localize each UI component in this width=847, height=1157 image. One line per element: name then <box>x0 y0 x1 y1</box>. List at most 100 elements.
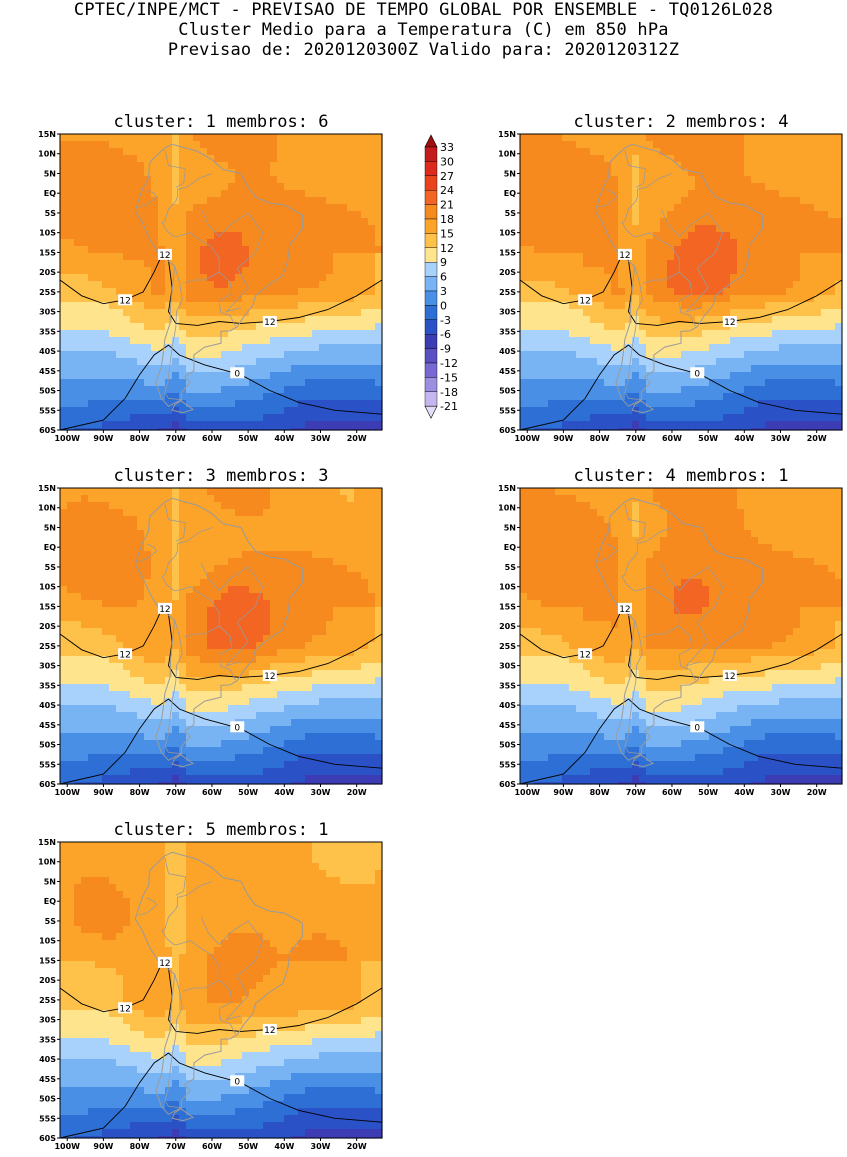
lat-label: 5S <box>505 563 517 572</box>
lat-label: 60S <box>39 1134 56 1143</box>
lat-label: 20S <box>499 622 516 631</box>
contour-label: 12 <box>619 605 630 615</box>
header-dates: Previsao de: 2020120300Z Valido para: 20… <box>167 40 680 60</box>
country-border <box>200 208 264 313</box>
lat-label: 10S <box>39 937 56 946</box>
country-border <box>624 503 646 542</box>
colorbar-label: 30 <box>440 155 454 168</box>
temperature-map: 12 12 12 0 15N 10N 5N EQ 5S 10S 15S 20S 25S 30S 35S 40S… <box>38 484 383 796</box>
lat-label: 15S <box>39 956 56 965</box>
country-border <box>200 562 264 667</box>
contour-label: 12 <box>119 650 130 660</box>
contour-label-bg <box>118 648 133 660</box>
temperature-map: 12 12 12 0 15N 10N 5N EQ 5S 10S 15S 20S 25S 30S 35S 40S… <box>498 484 843 796</box>
lon-label: 60W <box>662 434 682 442</box>
colorbar-swatch <box>424 348 438 364</box>
country-border <box>680 666 696 681</box>
figure-header: CPTEC/INPE/MCT - PREVISAO DE TEMPO GLOBA… <box>0 0 847 60</box>
contour-label: 12 <box>619 251 630 261</box>
country-border <box>175 527 213 556</box>
tierra-del-fuego-coastline <box>631 754 655 768</box>
contour-label: 12 <box>579 650 590 660</box>
lat-label: 50S <box>499 741 516 750</box>
country-border <box>164 149 186 188</box>
lat-label: 40S <box>39 701 56 710</box>
panel-title: cluster: 5 membros: 1 <box>113 820 329 840</box>
lat-label: 55S <box>39 1114 56 1123</box>
country-border <box>177 232 220 284</box>
lon-label: 90W <box>93 1142 113 1150</box>
country-border <box>161 200 178 237</box>
colorbar-swatch <box>424 233 438 249</box>
lon-label: 40W <box>734 434 754 442</box>
lon-label: 70W <box>166 1142 186 1150</box>
contour-label-bg <box>118 294 133 306</box>
lat-label: 30S <box>499 662 516 671</box>
lat-label: 10N <box>38 150 56 159</box>
country-border <box>175 881 213 910</box>
lon-label: 100W <box>514 788 540 796</box>
contour-label-bg <box>262 315 277 327</box>
lon-label: 70W <box>166 434 186 442</box>
lat-label: 25S <box>499 642 516 651</box>
lon-label: 80W <box>590 434 610 442</box>
lat-label: 15S <box>39 602 56 611</box>
lat-label: 20S <box>39 268 56 277</box>
contour-0 <box>59 344 383 431</box>
contour-label-bg <box>157 602 172 614</box>
lat-label: 10S <box>499 229 516 238</box>
header-subtitle: Cluster Medio para a Temperatura (C) em … <box>178 20 669 40</box>
country-border <box>624 149 646 188</box>
lat-label: 60S <box>39 780 56 789</box>
lat-label: 20S <box>39 622 56 631</box>
lat-label: 5S <box>505 209 517 218</box>
lat-label: EQ <box>44 543 56 552</box>
lat-label: 15N <box>38 838 56 847</box>
lon-label: 80W <box>130 1142 150 1150</box>
lon-label: 60W <box>202 434 222 442</box>
lat-label: 35S <box>39 327 56 336</box>
country-border <box>175 173 213 202</box>
lat-label: 45S <box>39 1075 56 1084</box>
country-border <box>660 562 724 667</box>
panel-title: cluster: 1 membros: 6 <box>113 112 329 132</box>
country-border <box>164 857 186 896</box>
colorbar-label: 9 <box>440 256 447 269</box>
lon-label: 70W <box>626 434 646 442</box>
lat-label: 10N <box>38 504 56 513</box>
lat-label: 25S <box>39 642 56 651</box>
lat-label: 60S <box>39 426 56 435</box>
contour-label: 12 <box>579 296 590 306</box>
lat-label: 55S <box>499 406 516 415</box>
contour-label: 12 <box>264 672 275 682</box>
colorbar-label: 27 <box>440 170 454 183</box>
contour-label-bg <box>690 367 705 379</box>
lon-label: 50W <box>238 1142 258 1150</box>
lat-label: 50S <box>499 387 516 396</box>
contour-label: 12 <box>119 1004 130 1014</box>
contour-label-bg <box>157 956 172 968</box>
lat-label: 5N <box>504 169 516 178</box>
lon-label: 100W <box>54 434 80 442</box>
country-border <box>164 620 183 754</box>
country-border <box>660 208 724 313</box>
country-border <box>678 271 693 313</box>
country-border <box>138 543 158 562</box>
lon-label: 30W <box>311 434 331 442</box>
lat-label: 25S <box>39 288 56 297</box>
contour-label: 12 <box>724 672 735 682</box>
lat-label: 45S <box>499 721 516 730</box>
colorbar-swatch <box>424 218 438 234</box>
colorbar-label: 24 <box>440 184 454 197</box>
map-frame <box>59 133 383 431</box>
contour-label: 0 <box>234 723 240 733</box>
temperature-map: 12 12 12 0 15N 10N 5N EQ 5S 10S 15S 20S 25S 30S 35S 40S… <box>38 130 383 442</box>
colorbar-swatch <box>424 319 438 335</box>
lat-label: 35S <box>39 681 56 690</box>
lon-label: 100W <box>54 788 80 796</box>
panel-title: cluster: 4 membros: 1 <box>573 466 789 486</box>
country-border <box>164 974 183 1108</box>
contour-label-bg <box>690 721 705 733</box>
panel-title: cluster: 2 membros: 4 <box>573 112 789 132</box>
map-frame <box>519 487 843 785</box>
